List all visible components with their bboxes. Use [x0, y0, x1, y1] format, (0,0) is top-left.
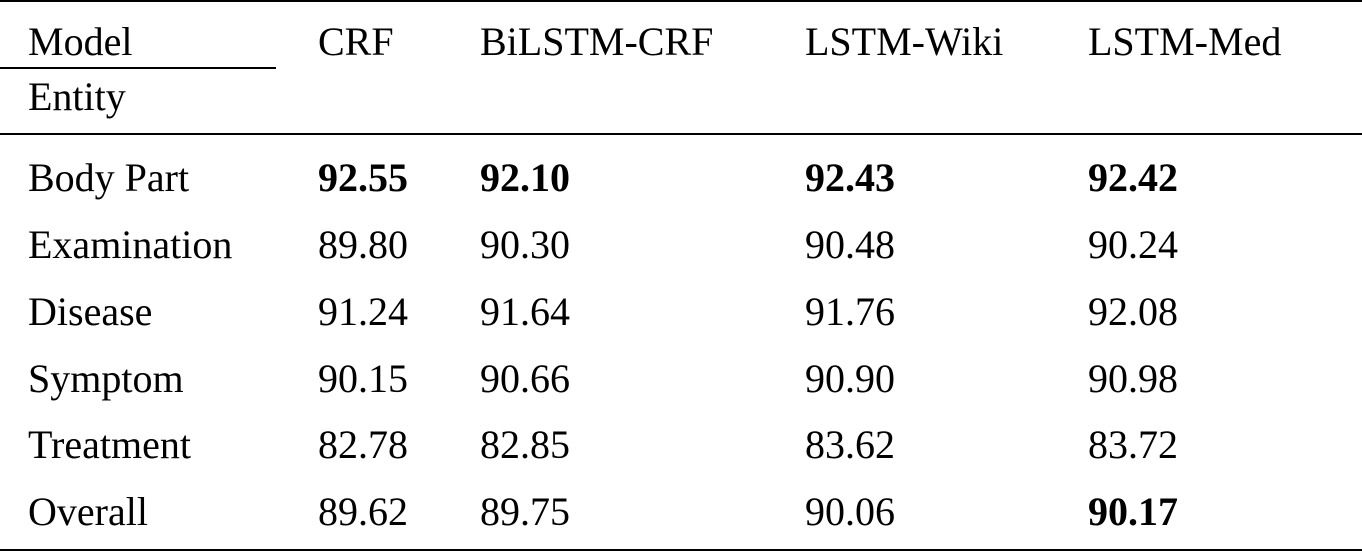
cell: 90.48 — [805, 222, 895, 267]
cell: 90.24 — [1088, 222, 1178, 267]
cell: 90.30 — [480, 222, 570, 267]
cell: 90.06 — [805, 489, 895, 534]
top-rule — [0, 0, 1362, 2]
column-header: LSTM-Wiki — [805, 19, 1004, 64]
row-label: Examination — [28, 222, 233, 267]
row-label: Symptom — [28, 356, 184, 401]
row-label: Overall — [28, 489, 148, 534]
bottom-rule — [0, 549, 1362, 551]
column-header: LSTM-Med — [1088, 19, 1282, 64]
cell: 91.64 — [480, 289, 570, 334]
column-header: BiLSTM-CRF — [480, 19, 714, 64]
cell: 90.17 — [1088, 489, 1178, 534]
cell: 82.78 — [318, 422, 408, 467]
cell: 83.72 — [1088, 422, 1178, 467]
cell: 82.85 — [480, 422, 570, 467]
model-underline — [0, 67, 276, 69]
row-label: Body Part — [28, 155, 190, 200]
column-header: CRF — [318, 19, 394, 64]
cell: 92.10 — [480, 155, 570, 200]
row-label: Disease — [28, 289, 153, 334]
cell: 90.15 — [318, 356, 408, 401]
cell: 91.24 — [318, 289, 408, 334]
cell: 91.76 — [805, 289, 895, 334]
cell: 92.42 — [1088, 155, 1178, 200]
cell: 89.62 — [318, 489, 408, 534]
cell: 90.98 — [1088, 356, 1178, 401]
cell: 89.75 — [480, 489, 570, 534]
header-entity: Entity — [28, 74, 126, 119]
cell: 83.62 — [805, 422, 895, 467]
row-label: Treatment — [28, 422, 191, 467]
cell: 92.55 — [318, 155, 408, 200]
cell: 92.08 — [1088, 289, 1178, 334]
header-rule — [0, 133, 1362, 135]
cell: 92.43 — [805, 155, 895, 200]
cell: 90.66 — [480, 356, 570, 401]
cell: 90.90 — [805, 356, 895, 401]
cell: 89.80 — [318, 222, 408, 267]
header-model: Model — [28, 19, 133, 64]
